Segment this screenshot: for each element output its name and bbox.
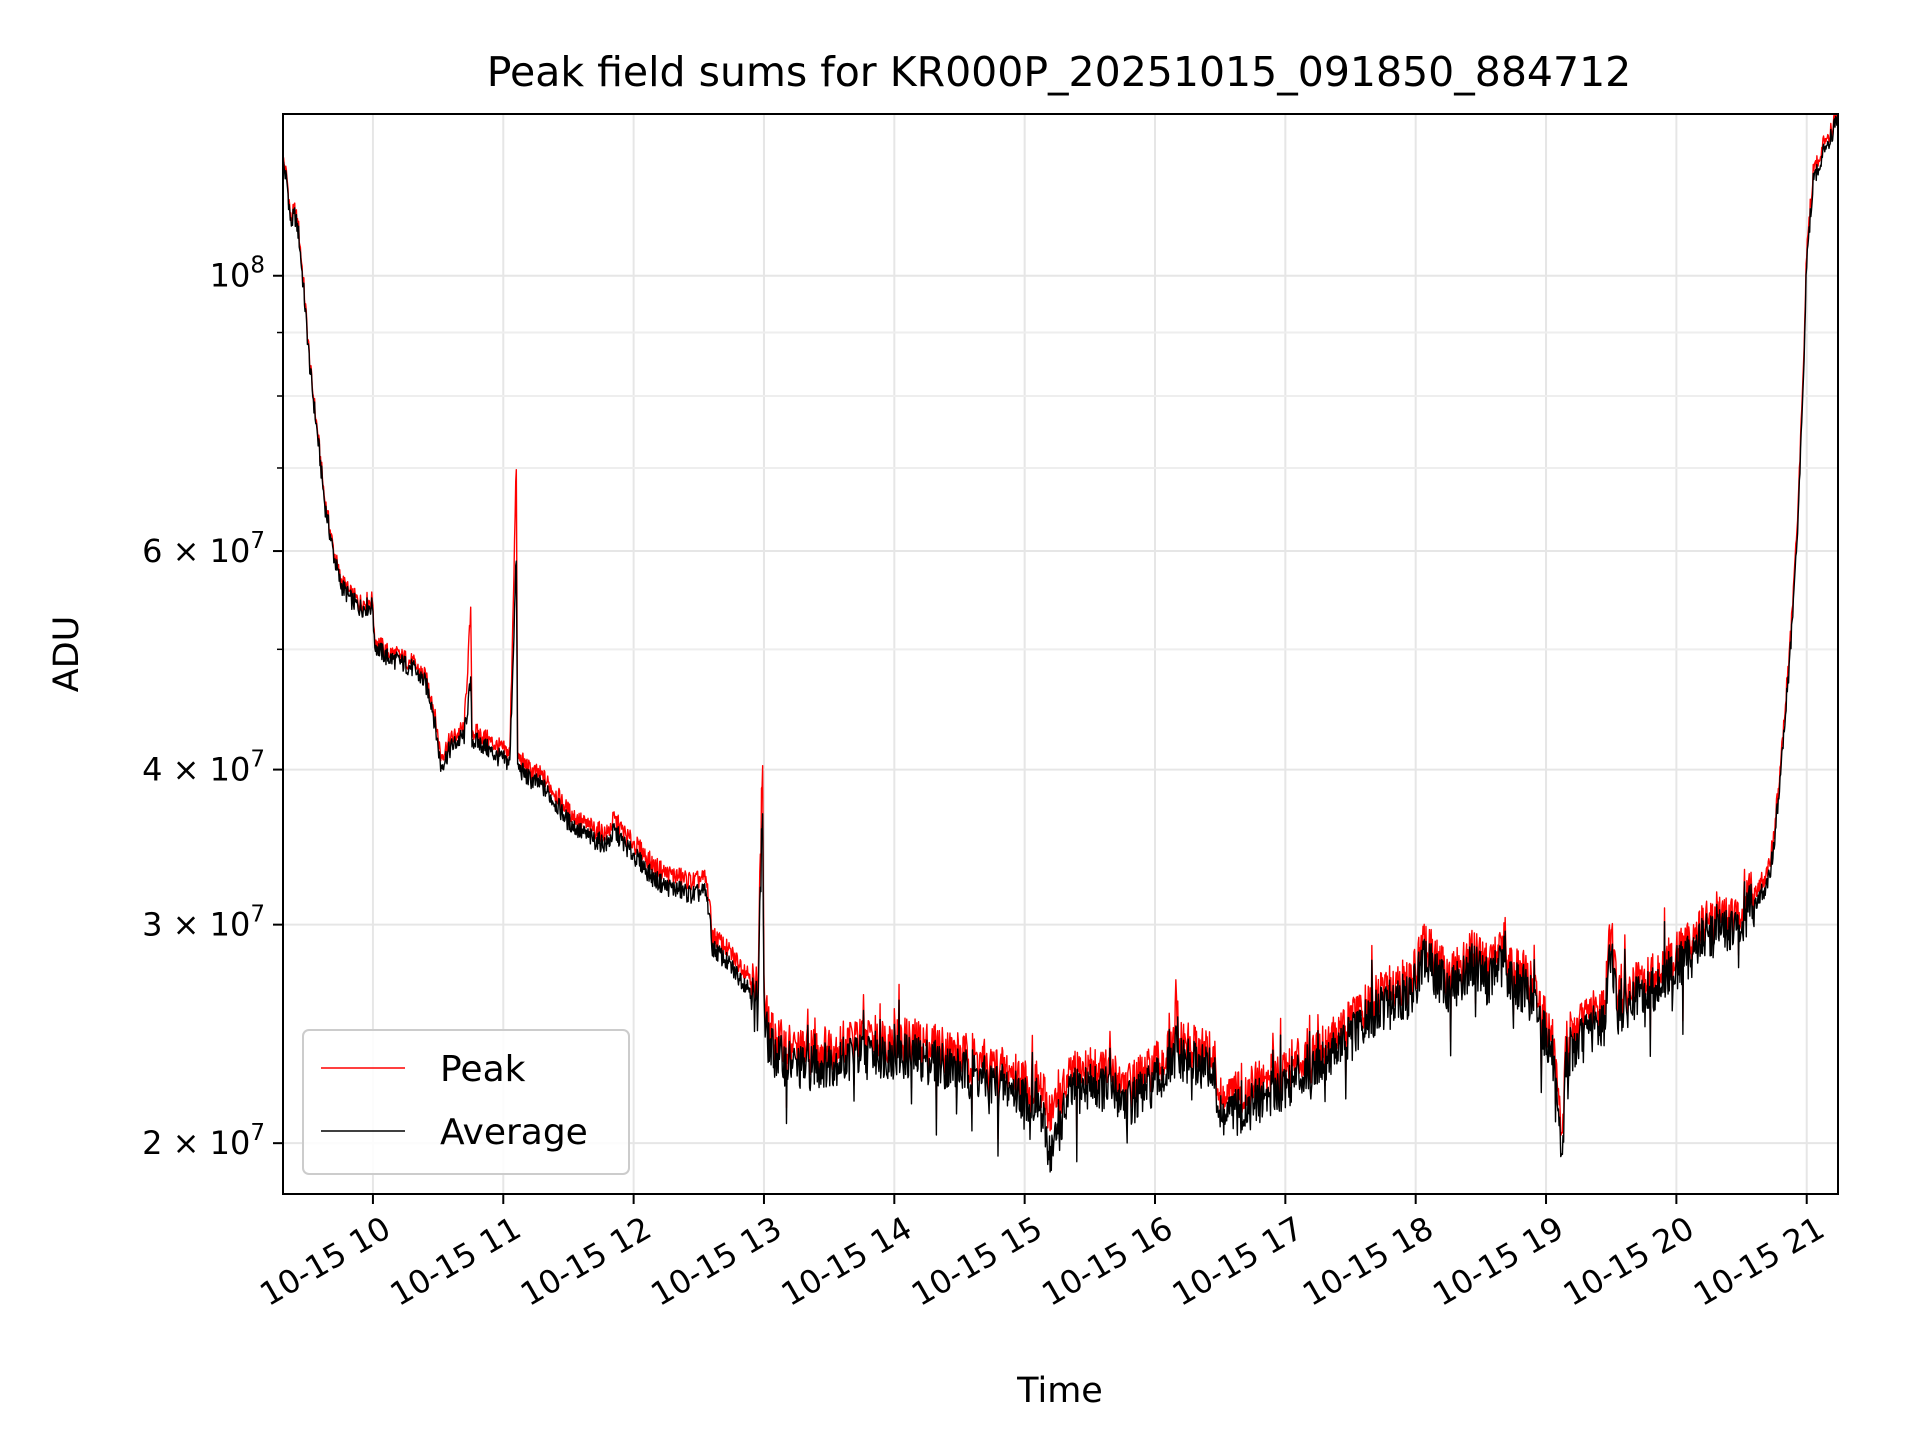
y-tick-label-exponent: 7 (250, 528, 265, 554)
legend-label-average: Average (440, 1112, 588, 1153)
y-tick-label-exponent: 8 (250, 253, 265, 279)
y-tick-label: 6 × 107 (142, 528, 265, 570)
chart-title: Peak field sums for KR000P_20251015_0918… (487, 48, 1632, 96)
legend-label-peak: Peak (440, 1049, 526, 1090)
y-tick-label: 4 × 107 (142, 747, 265, 789)
y-tick-label-exponent: 7 (250, 902, 265, 928)
x-axis-title: Time (1016, 1371, 1103, 1411)
plot-frame (282, 113, 1839, 1195)
series-lines (283, 114, 1838, 1173)
y-tick-label-exponent: 7 (250, 1120, 265, 1146)
series-line-average (283, 115, 1838, 1173)
y-tick-label-base: 4 × 10 (142, 751, 250, 789)
y-axis-title: ADU (47, 616, 87, 693)
y-tick-label: 3 × 107 (142, 902, 265, 944)
grid (283, 114, 1838, 1194)
y-tick-label-base: 6 × 10 (142, 532, 250, 570)
y-tick-label-base: 2 × 10 (142, 1124, 250, 1162)
y-tick-label-exponent: 7 (250, 747, 265, 773)
y-tick-label-base: 10 (210, 257, 251, 295)
y-tick-label: 2 × 107 (142, 1120, 265, 1162)
legend-box (302, 1029, 630, 1175)
y-tick-label: 108 (210, 253, 265, 295)
legend: Peak Average (302, 1029, 630, 1175)
y-tick-label-base: 3 × 10 (142, 906, 250, 944)
